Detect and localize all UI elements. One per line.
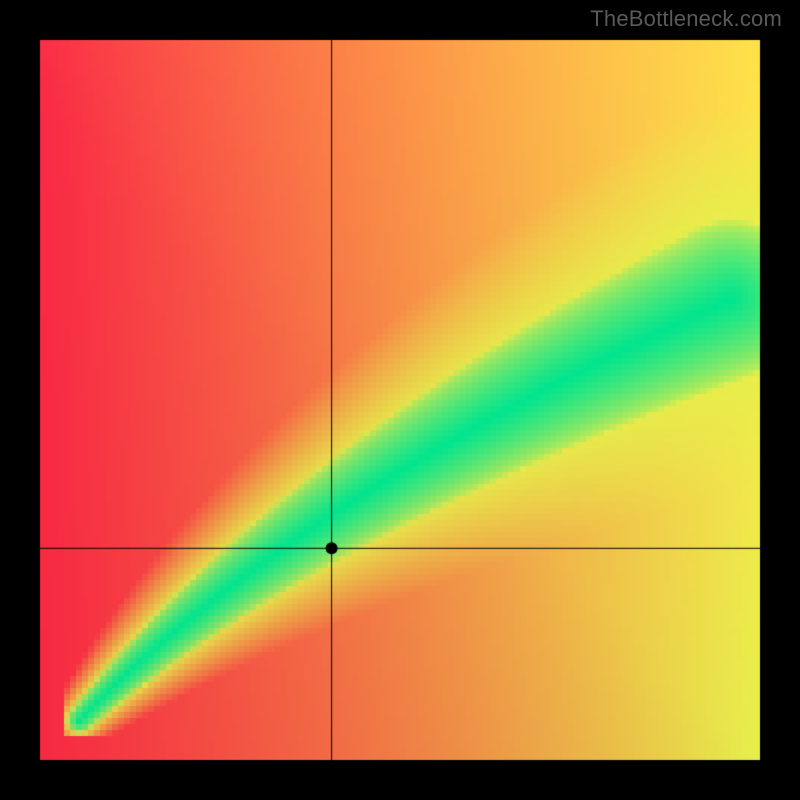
chart-container: TheBottleneck.com bbox=[0, 0, 800, 800]
watermark-text: TheBottleneck.com bbox=[590, 6, 782, 32]
bottleneck-heatmap-canvas bbox=[0, 0, 800, 800]
